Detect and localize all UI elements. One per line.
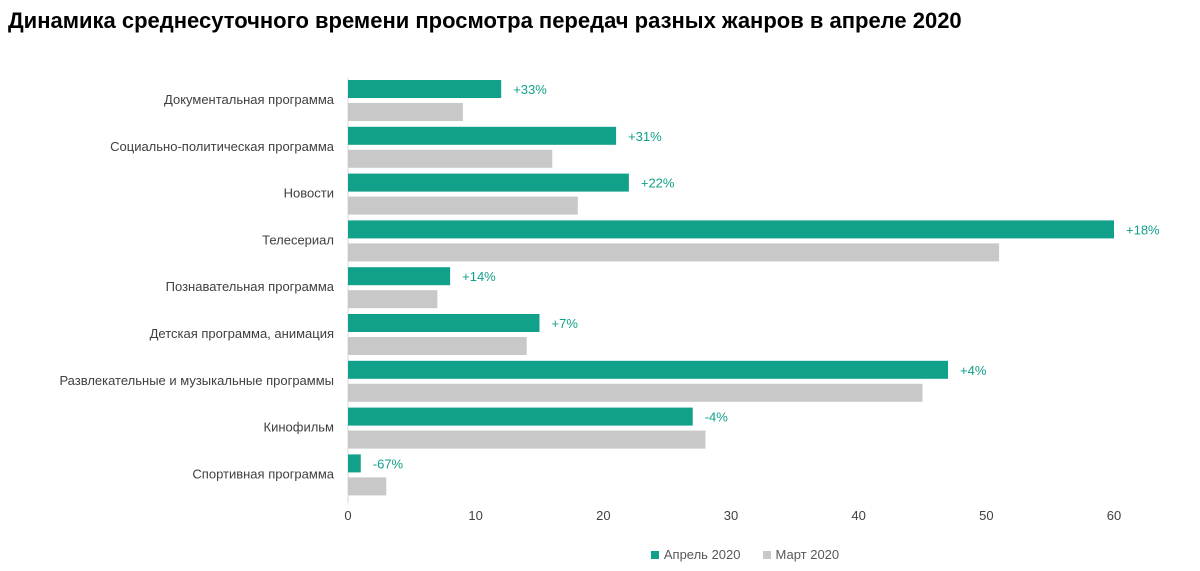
bar-march [348,430,706,449]
bar-april [348,454,361,473]
x-tick-label: 30 [724,508,738,523]
bar-march [348,103,463,121]
category-label: Документальная программа [164,92,335,107]
x-tick-label: 60 [1107,508,1121,523]
chart-title: Динамика среднесуточного времени просмот… [8,8,962,33]
bar-march [348,243,1000,262]
x-tick-label: 50 [979,508,993,523]
legend-swatch-march [762,550,771,559]
bar-march [348,149,553,168]
data-label: +14% [462,269,496,284]
bar-april [348,407,693,426]
bar-march [348,290,438,309]
bar-april [348,220,1114,239]
legend-item-april: Апрель 2020 [361,547,741,562]
chart-legend: Апрель 2020 Март 2020 [0,547,1200,562]
bar-march [348,477,387,496]
bar-march [348,337,527,355]
category-label: Кинофильм [264,420,335,435]
x-tick-label: 40 [851,508,865,523]
category-label: Телесериал [262,232,334,247]
legend-label-april: Апрель 2020 [663,547,741,562]
category-label: Детская программа, анимация [150,326,334,341]
legend-item-march: Март 2020 [762,547,840,562]
data-label: +22% [641,176,675,191]
x-tick-label: 0 [344,508,351,523]
bar-chart: Документальная программа +33% Социально-по… [59,78,1160,523]
legend-label-march: Март 2020 [775,547,840,562]
category-label: Спортивная программа [192,466,334,481]
data-label: +7% [552,316,579,331]
x-tick-label: 10 [468,508,482,523]
bar-april [348,126,617,145]
bar-april [348,314,540,332]
bar-march [348,196,578,215]
x-tick-label: 20 [596,508,610,523]
bar-march [348,383,923,402]
bar-april [348,173,629,192]
bar-april [348,80,502,98]
data-label: +18% [1126,222,1160,237]
legend-swatch-april [650,550,659,559]
bar-april [348,360,949,379]
bar-april [348,267,451,286]
data-label: +33% [513,82,547,97]
data-label: -67% [373,456,404,471]
category-label: Новости [284,186,334,201]
category-label: Социально-политическая программа [110,139,335,154]
category-label: Познавательная программа [166,279,335,294]
data-label: -4% [705,410,729,425]
category-label: Развлекательные и музыкальные программы [59,373,334,388]
data-label: +31% [628,129,662,144]
data-label: +4% [960,363,987,378]
